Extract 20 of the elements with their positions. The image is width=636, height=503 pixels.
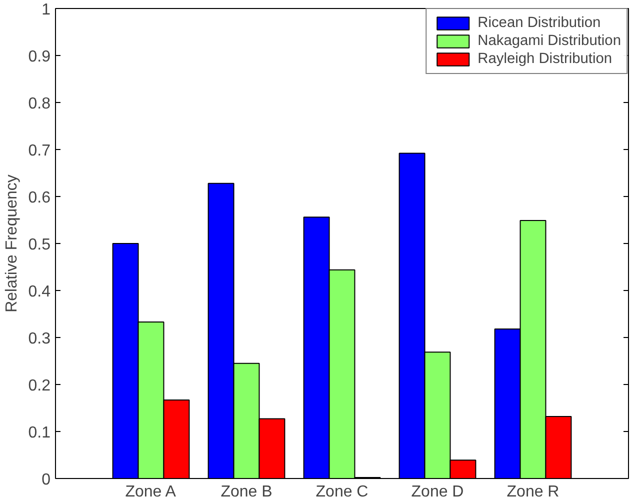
- y-axis-title: Relative Frequency: [3, 174, 20, 312]
- y-tick-label: 0.6: [28, 190, 51, 206]
- x-tick-label: Zone R: [506, 484, 560, 500]
- y-tick-label: 0.9: [28, 48, 51, 66]
- legend-label: Ricean Distribution: [478, 15, 601, 31]
- y-tick-label: 0.7: [28, 142, 51, 160]
- y-tick-label: 0.5: [28, 236, 51, 254]
- y-tick-label: 0.2: [28, 378, 51, 394]
- x-tick-label: Zone C: [316, 484, 368, 500]
- y-tick-label: 0.3: [28, 330, 51, 348]
- x-tick-label: Zone A: [125, 484, 176, 500]
- x-tick-label: Zone D: [411, 484, 464, 500]
- legend-label: Nakagami Distribution: [478, 33, 621, 49]
- legend-label: Rayleigh Distribution: [478, 51, 612, 67]
- y-tick-label: 0.1: [28, 424, 51, 442]
- y-tick-label: 0.4: [28, 284, 51, 300]
- x-tick-label: Zone B: [220, 484, 272, 500]
- y-tick-label: 0: [42, 472, 51, 488]
- y-tick-label: 1: [42, 2, 51, 18]
- y-tick-label: 0.8: [28, 96, 51, 112]
